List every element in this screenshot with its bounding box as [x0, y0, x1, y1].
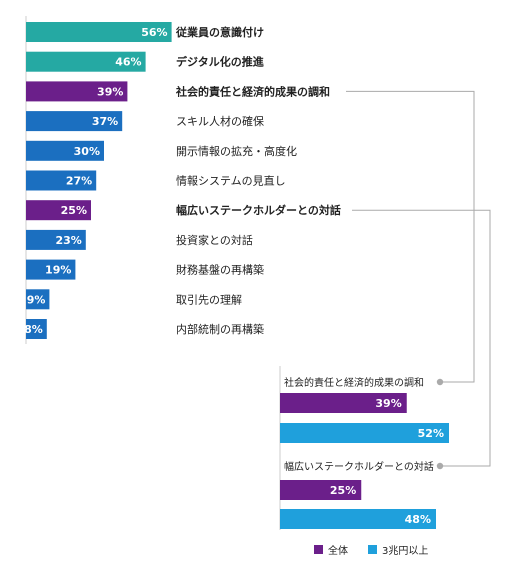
bar-value-label-5: 27%: [66, 175, 92, 188]
detail-group-title-1: 幅広いステークホルダーとの対話: [284, 460, 434, 473]
bar-9: [26, 289, 50, 310]
detail-bar-value-1-1: 48%: [405, 513, 431, 526]
category-label-3: スキル人材の確保: [176, 114, 264, 128]
category-label-2: 社会的責任と経済的成果の調和: [175, 84, 330, 98]
connector-line-0: [346, 90, 475, 383]
detail-bar-value-1-0: 25%: [330, 484, 356, 497]
detail-bar-value-0-0: 39%: [375, 397, 401, 410]
category-label-7: 投資家との対話: [176, 233, 253, 247]
bar-7: [26, 229, 86, 250]
bar-10: [26, 319, 47, 339]
category-label-8: 財務基盤の再構築: [176, 263, 264, 277]
detail-bar-0-0: [280, 393, 407, 413]
connector-dot-0: [436, 378, 444, 386]
bar-value-label-8: 19%: [45, 264, 71, 277]
category-label-6: 幅広いステークホルダーとの対話: [176, 203, 341, 217]
bar-value-label-3: 37%: [92, 115, 118, 128]
legend: 全体 3兆円以上: [314, 542, 428, 557]
bar-value-label-9: 9%: [27, 293, 46, 306]
detail-bar-value-0-1: 52%: [418, 427, 444, 440]
connector-line-1: [352, 209, 491, 467]
legend-item-large: 3兆円以上: [368, 542, 428, 557]
bar-value-label-0: 56%: [141, 26, 167, 39]
bar-value-label-7: 23%: [55, 234, 81, 247]
detail-group-title-0: 社会的責任と経済的成果の調和: [284, 376, 424, 389]
legend-label-large: 3兆円以上: [382, 546, 429, 557]
category-label-10: 内部統制の再構築: [176, 322, 264, 336]
legend-swatch-all: [314, 545, 323, 554]
category-label-4: 開示情報の拡充・高度化: [176, 144, 297, 158]
category-label-0: 従業員の意識付け: [175, 25, 264, 39]
bar-value-label-10: 8%: [24, 323, 43, 336]
bar-2: [26, 81, 128, 102]
category-label-1: デジタル化の推進: [176, 55, 265, 69]
bar-8: [26, 259, 76, 280]
legend-label-all: 全体: [328, 546, 348, 557]
legend-swatch-large: [368, 545, 377, 554]
detail-bar-0-1: [280, 423, 449, 443]
bar-value-label-1: 46%: [115, 56, 141, 69]
bar-1: [26, 51, 146, 72]
category-label-5: 情報システムの見直し: [176, 174, 286, 188]
legend-item-all: 全体: [314, 542, 348, 557]
bar-value-label-2: 39%: [97, 85, 123, 98]
detail-bar-1-0: [280, 480, 362, 500]
bar-4: [26, 140, 104, 161]
bar-value-label-4: 30%: [74, 145, 100, 158]
bar-5: [26, 170, 97, 191]
bar-3: [26, 111, 123, 132]
bar-0: [26, 22, 172, 42]
detail-bar-1-1: [280, 509, 436, 529]
bar-6: [26, 200, 91, 221]
connector-dot-1: [436, 462, 444, 470]
category-label-9: 取引先の理解: [176, 292, 242, 306]
bar-value-label-6: 25%: [61, 204, 87, 217]
